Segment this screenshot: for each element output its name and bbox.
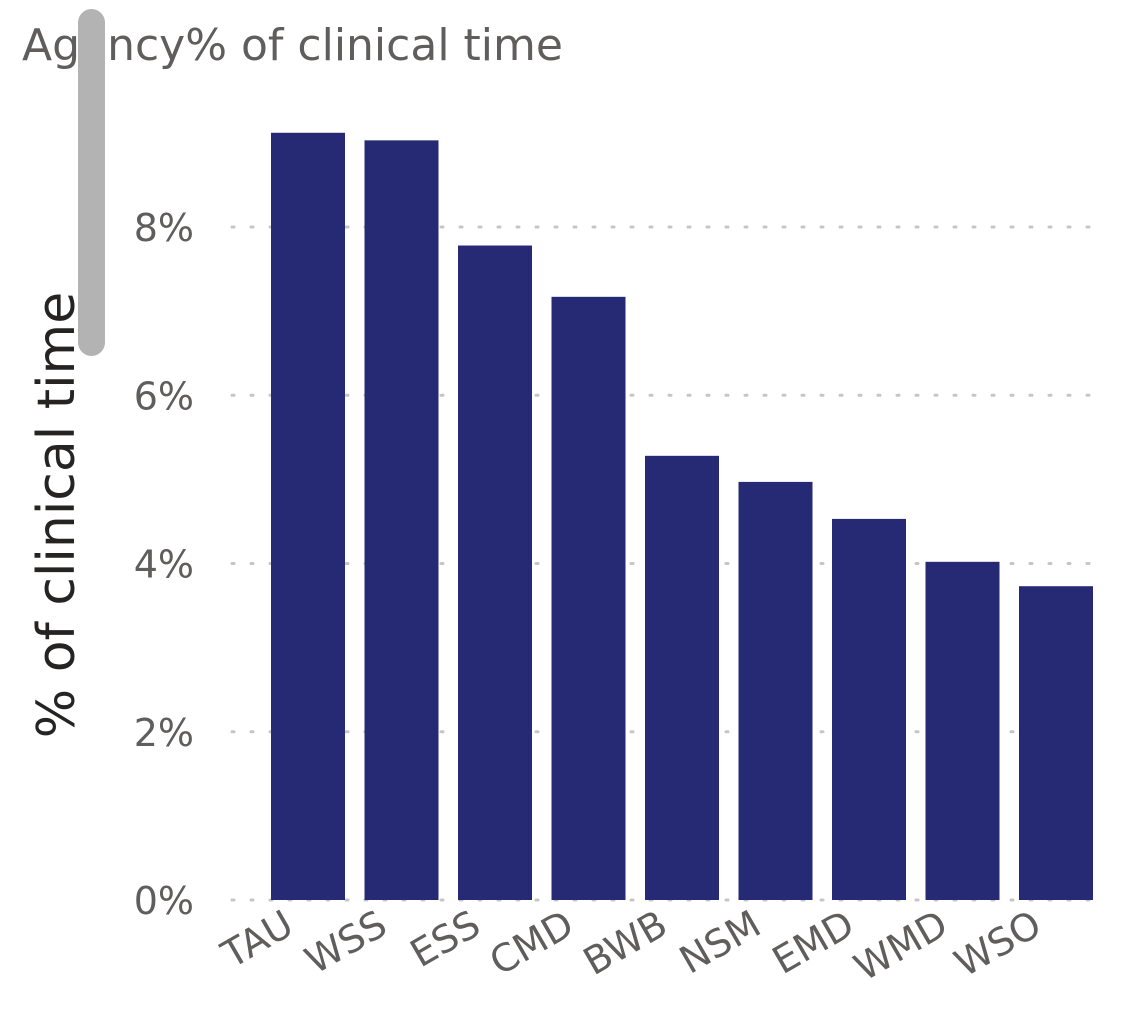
bar-emd[interactable] <box>832 518 906 900</box>
x-tick-label: NSM <box>672 902 768 983</box>
chart-title: Agency% of clinical time <box>22 20 563 71</box>
x-tick-label: WMD <box>847 902 955 990</box>
scrollbar-thumb[interactable] <box>78 9 105 356</box>
x-tick-label: WSS <box>298 902 394 983</box>
x-tick-label: ESS <box>403 902 488 976</box>
y-tick-label: 4% <box>134 543 194 587</box>
y-tick-label: 2% <box>134 711 194 755</box>
y-tick-label: 8% <box>134 206 194 250</box>
bar-tau[interactable] <box>271 132 345 900</box>
bar-wmd[interactable] <box>925 561 1000 900</box>
bar-bwb[interactable] <box>645 455 719 900</box>
bars[interactable] <box>271 132 1093 901</box>
y-axis-ticks: 0% 2% 4% 6% 8% <box>134 206 194 923</box>
x-tick-label: EMD <box>765 902 862 983</box>
x-tick-label: BWB <box>576 902 675 984</box>
x-tick-label: CMD <box>482 902 581 984</box>
bar-ess[interactable] <box>458 245 532 900</box>
y-axis-title: % of clinical time <box>27 292 87 738</box>
y-tick-label: 0% <box>134 879 194 923</box>
x-tick-label: TAU <box>213 902 300 978</box>
bar-wss[interactable] <box>364 140 439 900</box>
y-tick-label: 6% <box>134 374 194 418</box>
bar-wso[interactable] <box>1019 586 1093 900</box>
bar-cmd[interactable] <box>551 296 626 901</box>
bar-nsm[interactable] <box>738 481 813 900</box>
x-tick-label: WSO <box>947 902 1048 986</box>
